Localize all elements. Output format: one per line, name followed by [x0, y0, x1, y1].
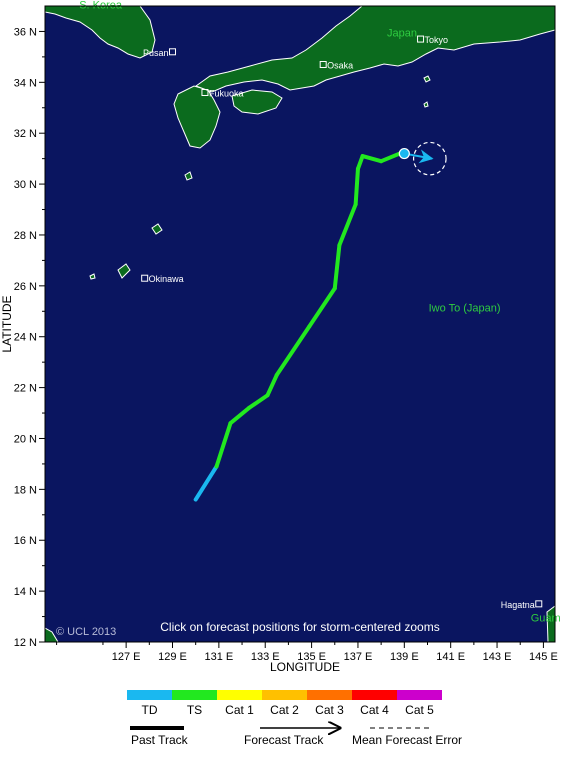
- city-label: Tokyo: [425, 35, 449, 45]
- mean-error-key: [370, 727, 430, 729]
- zoom-hint-text: Click on forecast positions for storm-ce…: [160, 620, 439, 634]
- region-label: Iwo To (Japan): [429, 302, 501, 314]
- land-shikoku: [231, 89, 283, 115]
- city-label: Pusan: [143, 48, 169, 58]
- y-tick-label: 32 N: [14, 128, 37, 140]
- past-track-segment: [332, 243, 342, 291]
- past-track-segment: [360, 154, 384, 164]
- city-marker: [417, 35, 425, 43]
- past-track-segment: [228, 405, 251, 426]
- city-marker: [319, 61, 327, 69]
- scale-swatch: [307, 690, 352, 700]
- city-label: Osaka: [327, 61, 353, 71]
- x-tick-label: 129 E: [158, 651, 187, 663]
- land-ryukyu-island: [89, 273, 96, 280]
- current-position-marker[interactable]: [398, 147, 410, 160]
- copyright-text: © UCL 2013: [56, 626, 116, 638]
- scale-label: Cat 4: [360, 703, 389, 717]
- scale-label: TS: [186, 703, 203, 717]
- x-tick-label: 131 E: [204, 651, 233, 663]
- forecast-track-key: [260, 721, 344, 735]
- past-track-segment: [353, 166, 360, 207]
- x-tick-label: 135 E: [297, 651, 326, 663]
- past-track-segment: [247, 393, 270, 410]
- scale-label: TD: [141, 703, 158, 717]
- mean-error-label: Mean Forecast Error: [352, 733, 463, 747]
- past-track-segment: [307, 286, 337, 329]
- y-tick-label: 16 N: [14, 535, 37, 547]
- x-tick-label: 145 E: [529, 651, 558, 663]
- x-tick-label: 127 E: [112, 651, 141, 663]
- y-tick-label: 36 N: [14, 26, 37, 38]
- land-izu-island: [423, 101, 429, 108]
- past-track-segment: [274, 324, 312, 377]
- past-track-segment: [214, 421, 233, 469]
- land-ryukyu-island: [117, 263, 131, 279]
- x-tick-label: 139 E: [390, 651, 419, 663]
- land-luzon-tip: [45, 627, 59, 642]
- y-tick-label: 24 N: [14, 332, 37, 344]
- past-track-segment: [193, 464, 219, 502]
- land-masses: [45, 6, 555, 642]
- y-tick-label: 28 N: [14, 230, 37, 242]
- y-tick-label: 20 N: [14, 433, 37, 445]
- land-guam: [546, 605, 555, 642]
- x-tick-label: 137 E: [344, 651, 373, 663]
- city-markers: Pusan Fukuoka Osaka Tokyo Okinawa Hagatna: [141, 35, 543, 610]
- x-tick-label: 143 E: [483, 651, 512, 663]
- plot-frame: [44, 5, 556, 643]
- scale-swatch: [352, 690, 397, 700]
- scale-label: Cat 1: [225, 703, 254, 717]
- y-tick-label: 14 N: [14, 586, 37, 598]
- land-izu-island: [423, 75, 431, 83]
- scale-label: Cat 5: [405, 703, 434, 717]
- y-tick-label: 12 N: [14, 637, 37, 649]
- storm-track[interactable]: [193, 141, 447, 502]
- x-tick-label: 133 E: [251, 651, 280, 663]
- city-marker: [201, 88, 209, 96]
- city-label: Fukuoka: [209, 88, 244, 98]
- land-ryukyu-island: [151, 223, 163, 235]
- scale-swatch: [397, 690, 442, 700]
- city-label: Hagatna: [501, 600, 535, 610]
- y-tick-label: 26 N: [14, 281, 37, 293]
- past-track-segment: [337, 202, 358, 248]
- city-marker: [169, 48, 176, 56]
- past-track-label: Past Track: [131, 733, 188, 747]
- city-marker: [141, 274, 149, 282]
- past-track-key: [130, 726, 184, 730]
- x-axis-label: LONGITUDE: [270, 660, 340, 674]
- city-label: Okinawa: [149, 274, 184, 284]
- legend: TD TS Cat 1 Cat 2 Cat 3 Cat 4 Cat 5 Past Track…: [0, 685, 574, 760]
- land-ryukyu-island: [184, 171, 193, 181]
- y-tick-label: 22 N: [14, 383, 37, 395]
- scale-label: Cat 3: [315, 703, 344, 717]
- ocean-background: [45, 6, 555, 642]
- scale-label: Cat 2: [270, 703, 299, 717]
- scale-swatch: [217, 690, 262, 700]
- land-korea: [45, 6, 156, 59]
- x-tick-label: 141 E: [436, 651, 465, 663]
- y-tick-label: 18 N: [14, 484, 37, 496]
- land-honshu: [194, 6, 555, 93]
- past-track-segment: [355, 154, 365, 171]
- y-axis-label: LATITUDE: [0, 295, 14, 352]
- past-track-segment: [379, 151, 402, 164]
- scale-swatch: [262, 690, 307, 700]
- y-tick-label: 34 N: [14, 77, 37, 89]
- past-track-segment: [265, 372, 279, 398]
- axis-ticks: 127 E 129 E 131 E 133 E 135 E 137 E 139 E 141 E…: [14, 26, 558, 663]
- region-label: Japan: [387, 28, 417, 40]
- forecast-track-label: Forecast Track: [244, 733, 324, 747]
- scale-swatch: [172, 690, 217, 700]
- y-tick-label: 30 N: [14, 179, 37, 191]
- scale-swatch: [127, 690, 172, 700]
- region-label: Guam: [531, 613, 561, 625]
- city-marker: [535, 600, 543, 608]
- forecast-error-circle[interactable]: [412, 141, 447, 176]
